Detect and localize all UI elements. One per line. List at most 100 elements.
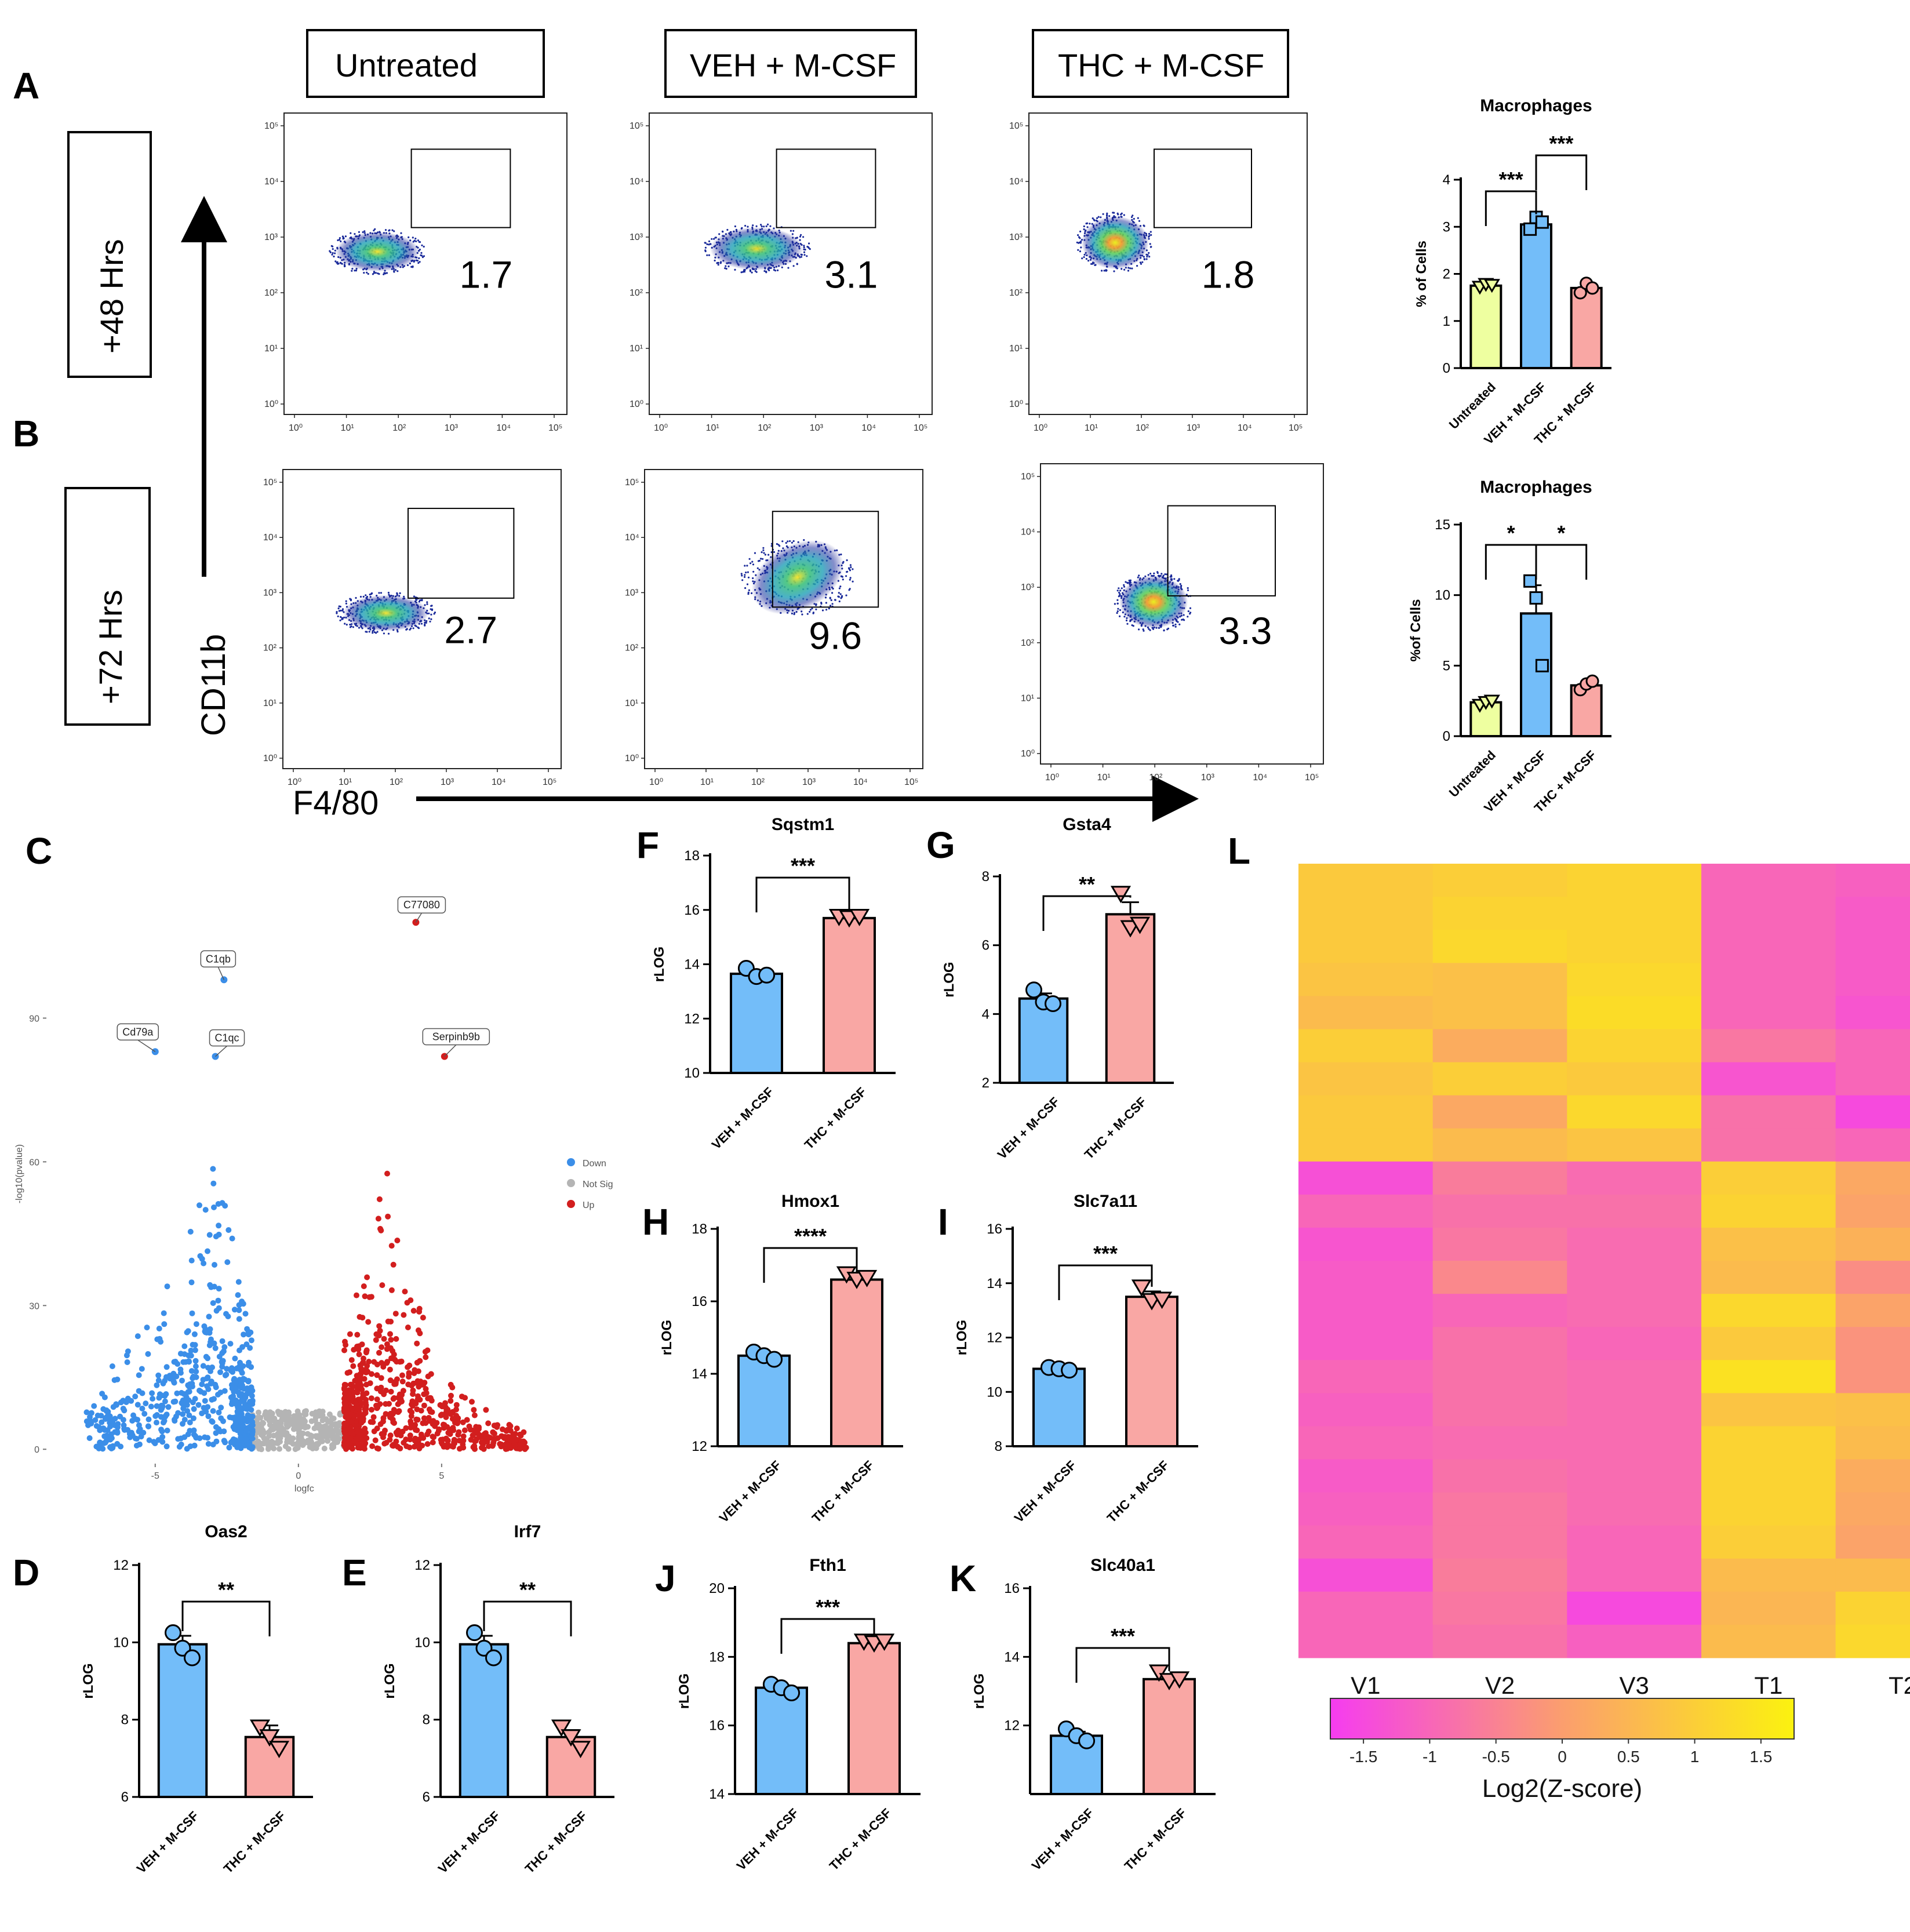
volcano-point bbox=[415, 1327, 421, 1333]
volcano-point bbox=[232, 1399, 239, 1405]
volcano-point bbox=[232, 1421, 238, 1428]
volcano-point bbox=[391, 1409, 397, 1416]
colorbar-tick-label: -1 bbox=[1423, 1748, 1437, 1766]
heatmap-cell bbox=[1701, 1492, 1836, 1526]
volcano-point bbox=[191, 1427, 197, 1433]
volcano-point bbox=[291, 1413, 297, 1419]
gate-percentage: 1.8 bbox=[1202, 253, 1255, 296]
flow-dot bbox=[852, 568, 854, 570]
y-tick-label: 12 bbox=[684, 1011, 700, 1027]
flow-dot bbox=[366, 631, 368, 633]
flow-dot bbox=[1143, 224, 1145, 227]
y-tick-label: 10⁰ bbox=[264, 399, 278, 409]
y-tick-label: 10¹ bbox=[264, 344, 278, 354]
heatmap-cell bbox=[1432, 1261, 1567, 1294]
volcano-point bbox=[243, 1428, 249, 1434]
volcano-point bbox=[361, 1283, 367, 1289]
flow-dot bbox=[363, 230, 366, 232]
volcano-point bbox=[124, 1359, 130, 1365]
volcano-point bbox=[193, 1369, 199, 1375]
volcano-point bbox=[185, 1382, 191, 1388]
volcano-point bbox=[425, 1415, 432, 1421]
heatmap-cell bbox=[1298, 1062, 1434, 1096]
volcano-point bbox=[210, 1166, 216, 1172]
volcano-point bbox=[101, 1427, 108, 1433]
volcano-point bbox=[410, 1308, 417, 1314]
volcano-point bbox=[416, 1308, 423, 1315]
volcano-point bbox=[245, 1329, 252, 1335]
volcano-point bbox=[350, 1446, 355, 1452]
flow-dot bbox=[383, 632, 385, 635]
volcano-point bbox=[309, 1433, 315, 1439]
volcano-point bbox=[471, 1412, 478, 1418]
flow-dot bbox=[330, 245, 333, 247]
colorbar-tick-label: -1.5 bbox=[1349, 1748, 1377, 1766]
volcano-point bbox=[373, 1331, 380, 1337]
flow-dot bbox=[1173, 624, 1175, 627]
volcano-point bbox=[154, 1403, 160, 1409]
heatmap-cell bbox=[1298, 1492, 1434, 1526]
flow-dot bbox=[1100, 216, 1102, 219]
volcano-point bbox=[181, 1343, 188, 1349]
volcano-point bbox=[406, 1371, 412, 1377]
header-untreated: Untreated bbox=[306, 29, 545, 98]
flow-dot bbox=[838, 587, 841, 590]
x-tick-label: 10⁰ bbox=[289, 423, 303, 433]
flow-dot bbox=[350, 599, 352, 602]
heatmap-cell bbox=[1298, 1128, 1434, 1162]
flow-dot bbox=[373, 272, 376, 274]
volcano-point bbox=[216, 1222, 222, 1229]
flow-dot bbox=[429, 620, 431, 623]
flow-dot bbox=[1077, 234, 1079, 237]
volcano-point bbox=[387, 1377, 394, 1384]
flow-gate bbox=[410, 148, 511, 228]
volcano-point bbox=[517, 1442, 523, 1449]
flow-plot-r2-c3: 3.3 10⁰ 10⁰ 10¹ 10¹ 10² 10² 10³ 10³ 10⁴ 10⁴ 10⁵ 10⁵ bbox=[1021, 463, 1324, 783]
volcano-point bbox=[91, 1403, 97, 1409]
volcano-point bbox=[248, 1434, 254, 1440]
volcano-point bbox=[210, 1180, 217, 1187]
significance-label: *** bbox=[1111, 1624, 1135, 1648]
volcano-point bbox=[388, 1287, 395, 1293]
volcano-plot: -5 0 5 0 30 60 90 logfc -log10(pvalue) C77080 C1qb… bbox=[14, 884, 613, 1494]
heatmap-cell bbox=[1432, 1294, 1567, 1327]
volcano-point bbox=[421, 1402, 427, 1409]
x-tick-label: 10³ bbox=[441, 777, 454, 787]
volcano-point bbox=[479, 1445, 485, 1451]
flow-dot bbox=[796, 263, 798, 265]
flow-dot bbox=[767, 223, 769, 225]
flow-dot bbox=[1153, 572, 1155, 574]
volcano-point bbox=[343, 1414, 349, 1420]
bar-chart-G-bar: Gsta4 2 4 6 8 rLOG VEH + M-CSF THC + M-CSF ** bbox=[941, 815, 1174, 1162]
flow-dot bbox=[1085, 258, 1087, 260]
flow-plot-r1-c2: 3.1 10⁰ 10⁰ 10¹ 10¹ 10² 10² 10³ 10³ 10⁴ 10⁴ 10⁵ 10⁵ bbox=[630, 112, 933, 433]
volcano-point bbox=[265, 1442, 271, 1448]
category-label: THC + M-CSF bbox=[809, 1458, 877, 1526]
flow-dot bbox=[374, 272, 377, 274]
heatmap-cell bbox=[1298, 1459, 1434, 1493]
y-tick-label: 10⁵ bbox=[263, 478, 277, 487]
bar-chart-I-bar: Slc7a11 8 10 12 14 16 rLOG VEH + M-CSF THC + M-C… bbox=[954, 1192, 1198, 1526]
flow-dot bbox=[1187, 610, 1189, 613]
flow-dot bbox=[1147, 254, 1149, 256]
volcano-point bbox=[399, 1378, 406, 1385]
volcano-point bbox=[387, 1432, 394, 1439]
flow-dot bbox=[1139, 261, 1141, 264]
heatmap-cell bbox=[1835, 1426, 1910, 1460]
flow-dot bbox=[378, 592, 380, 594]
flow-dot bbox=[764, 554, 766, 556]
flow-dot bbox=[758, 559, 761, 562]
data-point bbox=[1078, 1732, 1096, 1749]
flow-dot bbox=[838, 592, 840, 594]
flow-gate bbox=[772, 511, 879, 608]
volcano-point bbox=[164, 1283, 170, 1290]
gate-percentage: 3.3 bbox=[1218, 609, 1272, 652]
heatmap-row-pla2g7: Pla2g7 bbox=[1298, 1327, 1910, 1360]
volcano-point bbox=[407, 1432, 413, 1439]
heatmap-cell bbox=[1567, 1095, 1702, 1129]
panel-label-D: D bbox=[13, 1552, 39, 1593]
x-tick-label: 10⁰ bbox=[649, 777, 663, 787]
flow-dot bbox=[359, 595, 362, 598]
y-tick-label: 10⁴ bbox=[1021, 527, 1035, 537]
flow-dot bbox=[420, 599, 422, 601]
